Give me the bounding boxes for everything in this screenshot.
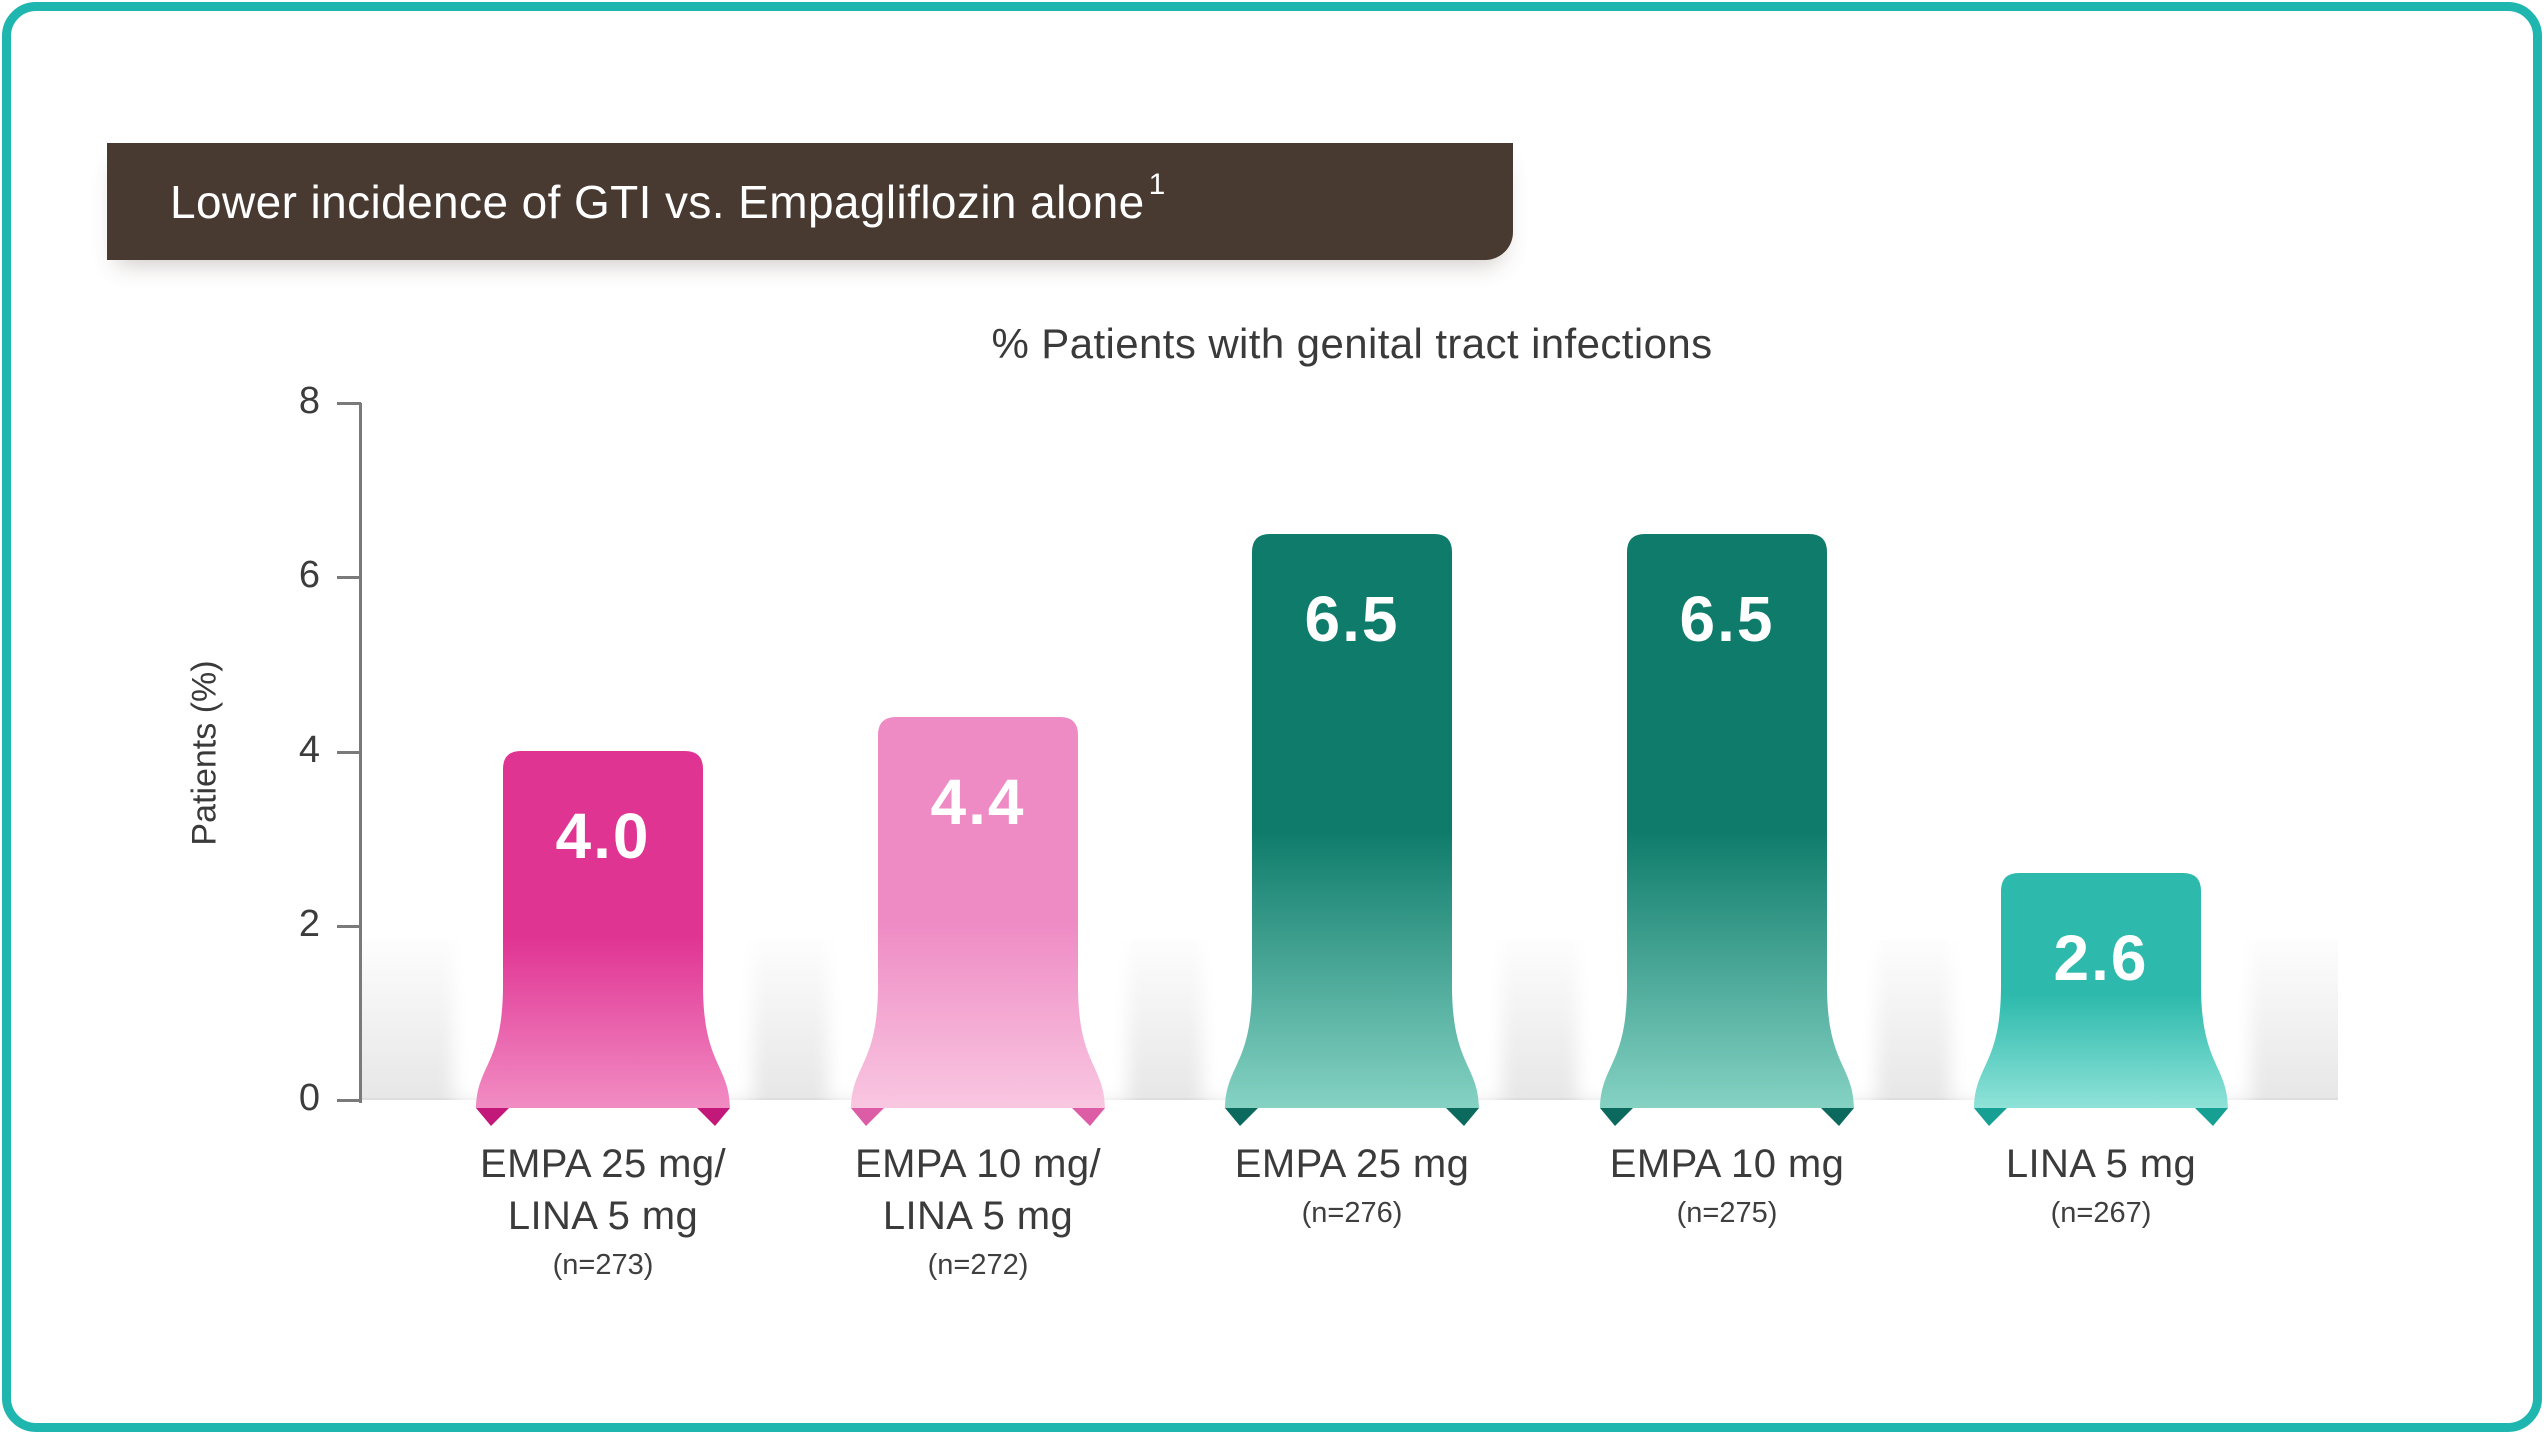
y-tick-label: 2 (298, 902, 320, 945)
y-axis-label: Patients (%) (185, 660, 224, 846)
bar-value-label: 4.4 (931, 766, 1026, 838)
category-n-label: (n=276) (1301, 1197, 1403, 1229)
header-banner: Lower incidence of GTI vs. Empagliflozin… (107, 143, 1513, 260)
bar-banner-shape (1225, 534, 1479, 1108)
category-label-line: EMPA 25 mg (1234, 1142, 1470, 1186)
category-label: EMPA 10 mg (n=275) (1467, 1138, 1987, 1230)
category-label-line: EMPA 25 mg/ (480, 1142, 726, 1186)
category-label-line: EMPA 10 mg (1609, 1142, 1845, 1186)
bar-banner-shape (1974, 873, 2228, 1108)
y-tick-label: 8 (298, 380, 320, 422)
bar-tip-right (1072, 1108, 1105, 1126)
bar-banner-shape (851, 717, 1105, 1108)
bar-banner-shape (476, 751, 730, 1108)
bar: 6.5 (1225, 534, 1479, 1126)
bar-value-label: 2.6 (2054, 922, 2149, 994)
banner-title: Lower incidence of GTI vs. Empagliflozin… (170, 175, 1145, 228)
bar-tip-left (1974, 1108, 2007, 1126)
y-tick-mark (337, 402, 361, 405)
category-label-line: EMPA 10 mg/ (855, 1142, 1101, 1186)
chart-title: % Patients with genital tract infections (991, 320, 1713, 367)
bar-value-label: 6.5 (1305, 583, 1400, 655)
banner-superscript: 1 (1148, 167, 1166, 201)
bar-tip-left (851, 1108, 884, 1126)
category-n-label: (n=272) (927, 1249, 1029, 1281)
bar-tip-right (2195, 1108, 2228, 1126)
y-tick-mark (337, 750, 361, 754)
y-tick-mark (337, 1099, 361, 1102)
category-label-line: LINA 5 mg (2005, 1142, 2197, 1186)
bar-tip-right (697, 1108, 730, 1126)
category-label: EMPA 25 mg (n=276) (1092, 1138, 1612, 1230)
category-n-label: (n=267) (2050, 1197, 2152, 1229)
bar-banner-shape (1600, 534, 1854, 1108)
category-label-line: LINA 5 mg (882, 1194, 1074, 1238)
bar-tip-left (1600, 1108, 1633, 1126)
y-tick-mark (337, 576, 361, 580)
y-tick-mark (337, 924, 361, 928)
bar-tip-left (476, 1108, 509, 1126)
category-label: LINA 5 mg (n=267) (1841, 1138, 2361, 1230)
bar: 2.6 (1974, 873, 2228, 1126)
y-tick-label: 0 (298, 1077, 320, 1119)
bar: 4.0 (476, 751, 730, 1126)
bar-value-label: 6.5 (1680, 583, 1775, 655)
bar: 4.4 (851, 717, 1105, 1126)
y-tick-label: 6 (298, 554, 320, 597)
bar-value-label: 4.0 (556, 800, 651, 872)
bar-tip-right (1446, 1108, 1479, 1126)
bar: 6.5 (1600, 534, 1854, 1126)
bar-tip-right (1821, 1108, 1854, 1126)
category-label: EMPA 25 mg/LINA 5 mg (n=273) (343, 1138, 863, 1282)
bar-tip-left (1225, 1108, 1258, 1126)
category-n-label: (n=273) (552, 1249, 654, 1281)
category-n-label: (n=275) (1676, 1197, 1778, 1229)
category-label-line: LINA 5 mg (507, 1194, 699, 1238)
y-tick-label: 4 (298, 728, 320, 771)
category-label: EMPA 10 mg/LINA 5 mg (n=272) (718, 1138, 1238, 1282)
